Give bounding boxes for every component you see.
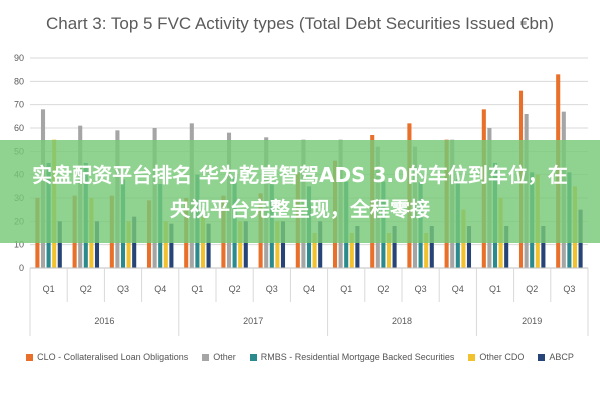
y-tick-label: 60 xyxy=(14,123,24,133)
legend-swatch xyxy=(538,353,546,361)
y-tick-label: 10 xyxy=(14,240,24,250)
year-label: 2018 xyxy=(392,316,412,326)
bar xyxy=(206,223,211,268)
legend-item: Other xyxy=(202,352,236,362)
bar xyxy=(169,223,174,268)
y-tick-label: 80 xyxy=(14,76,24,86)
bar xyxy=(163,221,168,268)
promo-overlay-banner[interactable]: 实盘配资平台排名 华为乾崑智驾ADS 3.0的车位到车位，在央视平台完整呈现，全… xyxy=(0,140,600,243)
promo-overlay-text: 实盘配资平台排名 华为乾崑智驾ADS 3.0的车位到车位，在央视平台完整呈现，全… xyxy=(32,162,568,221)
bar xyxy=(318,221,323,268)
x-tick-label: Q2 xyxy=(229,284,241,294)
x-tick-label: Q2 xyxy=(377,284,389,294)
bar xyxy=(280,221,286,268)
bar xyxy=(429,226,434,268)
bar xyxy=(392,226,397,268)
y-tick-label: 90 xyxy=(14,53,24,63)
x-tick-label: Q3 xyxy=(266,284,278,294)
legend-label: Other xyxy=(213,352,236,362)
legend-swatch xyxy=(202,353,210,361)
bar xyxy=(424,233,429,268)
x-tick-label: Q4 xyxy=(154,284,166,294)
legend-swatch xyxy=(249,353,257,361)
bar xyxy=(126,221,131,268)
x-tick-label: Q4 xyxy=(303,284,315,294)
x-tick-label: Q3 xyxy=(415,284,427,294)
y-tick-label: 0 xyxy=(19,263,24,273)
bar xyxy=(312,233,317,268)
chart-legend: CLO - Collateralised Loan Obligations Oth… xyxy=(0,352,600,362)
legend-item: ABCP xyxy=(538,352,574,362)
legend-swatch xyxy=(468,353,476,361)
legend-swatch xyxy=(26,353,34,361)
year-label: 2017 xyxy=(243,316,263,326)
bar xyxy=(466,226,472,268)
bar xyxy=(57,221,62,268)
x-tick-label: Q1 xyxy=(191,284,203,294)
bar xyxy=(349,233,354,268)
bar xyxy=(275,221,280,268)
bar xyxy=(243,221,248,268)
x-tick-label: Q1 xyxy=(43,284,55,294)
x-tick-label: Q3 xyxy=(563,284,575,294)
year-label: 2019 xyxy=(522,316,542,326)
bar xyxy=(238,221,243,268)
legend-label: CLO - Collateralised Loan Obligations xyxy=(37,352,189,362)
legend-label: RMBS - Residential Mortgage Backed Secur… xyxy=(260,352,455,362)
x-tick-label: Q1 xyxy=(340,284,352,294)
bar xyxy=(541,226,546,268)
x-tick-label: Q4 xyxy=(452,284,464,294)
x-tick-label: Q2 xyxy=(80,284,92,294)
year-label: 2016 xyxy=(94,316,114,326)
legend-item: CLO - Collateralised Loan Obligations xyxy=(26,352,188,362)
x-tick-label: Q2 xyxy=(526,284,538,294)
y-tick-label: 70 xyxy=(14,100,24,110)
bar xyxy=(386,233,392,268)
legend-label: Other CDO xyxy=(479,352,525,362)
x-tick-label: Q1 xyxy=(489,284,501,294)
x-tick-label: Q3 xyxy=(117,284,129,294)
legend-label: ABCP xyxy=(549,352,574,362)
chart-title: Chart 3: Top 5 FVC Activity types (Total… xyxy=(45,14,555,33)
legend-item: RMBS - Residential Mortgage Backed Secur… xyxy=(249,352,455,362)
bar xyxy=(94,221,100,268)
legend-item: Other CDO xyxy=(468,352,524,362)
bar xyxy=(355,226,360,268)
bar xyxy=(504,226,509,268)
